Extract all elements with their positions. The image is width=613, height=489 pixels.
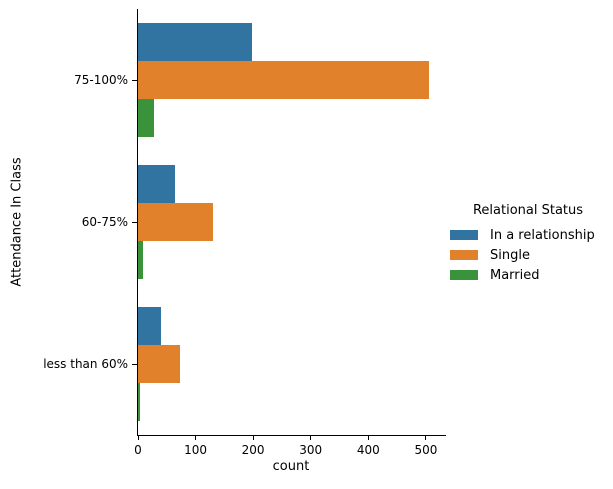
y-axis-label: Attendance In Class	[9, 157, 25, 287]
bar-single-0	[138, 61, 429, 99]
bar-married-0	[138, 98, 155, 137]
y-tick	[132, 363, 137, 365]
y-tick	[132, 79, 137, 81]
legend-label: Single	[490, 247, 530, 263]
x-tick-label: 100	[184, 443, 208, 457]
legend-items: In a relationship Single Married	[448, 225, 608, 285]
x-tick-label: 300	[299, 443, 323, 457]
bar-married-2	[138, 382, 140, 421]
x-axis-label: count	[272, 459, 310, 474]
x-tick	[252, 435, 254, 440]
x-tick	[195, 435, 197, 440]
y-tick-label: 60-75%	[81, 215, 128, 229]
x-tick	[137, 435, 139, 440]
legend-label: In a relationship	[490, 227, 595, 243]
bar-in-a-relationship-0	[138, 23, 252, 62]
y-tick-label: 75-100%	[74, 73, 128, 87]
plot-area: 0 100 200 300 400 500 75-100% 60-75% less than 6…	[43, 9, 446, 457]
y-tick	[132, 221, 137, 223]
x-tick-label: 500	[414, 443, 438, 457]
x-tick	[425, 435, 427, 440]
legend: Relational Status In a relationship Singl…	[448, 203, 608, 285]
legend-title: Relational Status	[472, 203, 584, 218]
bar-married-1	[138, 240, 144, 279]
bar-in-a-relationship-2	[138, 307, 161, 346]
bar-in-a-relationship-1	[138, 165, 176, 204]
bar-single-1	[138, 203, 214, 241]
x-tick-label: 0	[134, 443, 142, 457]
legend-item: In a relationship	[448, 225, 608, 245]
x-tick	[310, 435, 312, 440]
x-tick-label: 200	[241, 443, 265, 457]
legend-label: Married	[490, 267, 540, 283]
legend-swatch	[450, 270, 478, 280]
legend-item: Married	[448, 265, 608, 285]
bar-single-2	[138, 345, 180, 383]
legend-item: Single	[448, 245, 608, 265]
x-tick-label: 400	[356, 443, 380, 457]
legend-swatch	[450, 230, 478, 240]
legend-swatch	[450, 250, 478, 260]
y-tick-label: less than 60%	[43, 357, 128, 371]
x-tick	[367, 435, 369, 440]
